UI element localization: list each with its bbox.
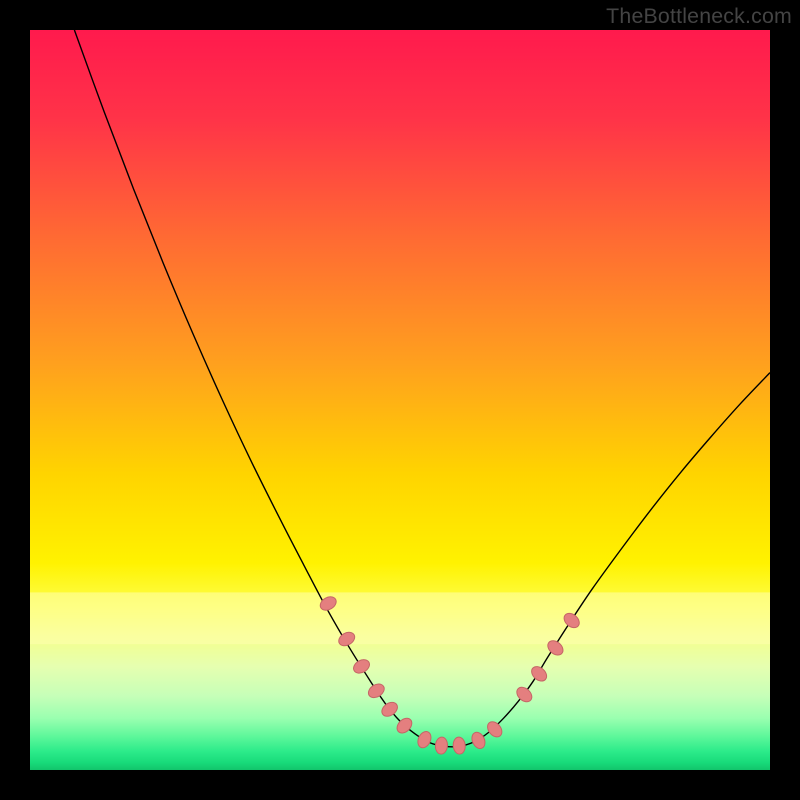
curve-marker <box>415 729 433 749</box>
curve-marker <box>379 700 400 720</box>
curve-marker <box>561 610 582 630</box>
curve-marker <box>485 719 505 740</box>
watermark-text: TheBottleneck.com <box>606 4 792 29</box>
curve-marker <box>366 681 387 700</box>
curve-marker <box>435 737 448 755</box>
curve-marker <box>469 730 487 750</box>
chart-plot <box>30 30 770 770</box>
curve-marker <box>529 664 550 684</box>
curve-marker <box>351 657 372 676</box>
curve-marker <box>514 684 535 704</box>
chart-frame <box>30 30 770 770</box>
curve-markers <box>318 594 582 755</box>
curve-marker <box>336 630 357 649</box>
curve-marker <box>452 737 465 755</box>
main-curve <box>74 30 770 747</box>
curve-marker <box>545 638 566 658</box>
